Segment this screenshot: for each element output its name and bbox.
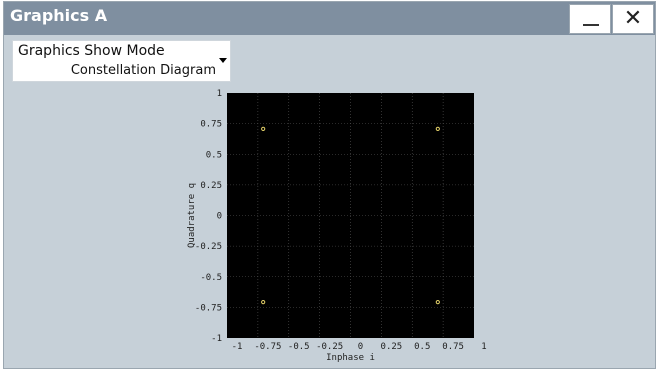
constellation-point bbox=[435, 126, 440, 131]
graphics-show-mode-label: Graphics Show Mode bbox=[18, 43, 165, 59]
graphics-show-mode-value: Constellation Diagram bbox=[70, 63, 216, 78]
y-tick-label: 1 bbox=[217, 89, 222, 99]
window-title: Graphics A bbox=[10, 6, 108, 25]
x-tick-label: 0 bbox=[358, 342, 363, 352]
x-tick-label: 0.5 bbox=[414, 342, 430, 352]
y-tick-label: 0 bbox=[217, 212, 222, 222]
y-tick-label: -0.75 bbox=[195, 303, 222, 313]
y-tick-label: 0.25 bbox=[200, 181, 222, 191]
x-tick-label: -0.5 bbox=[288, 342, 310, 352]
x-tick-label: -0.25 bbox=[316, 342, 343, 352]
y-tick-label: -1 bbox=[211, 334, 222, 344]
close-button[interactable]: ✕ bbox=[612, 4, 654, 34]
minimize-button[interactable] bbox=[569, 4, 611, 34]
x-tick-label: -1 bbox=[232, 342, 243, 352]
graphics-show-mode-dropdown[interactable]: Graphics Show Mode Constellation Diagram bbox=[12, 40, 231, 82]
constellation-point bbox=[261, 126, 266, 131]
chevron-down-icon bbox=[219, 58, 227, 63]
x-tick-label: 0.25 bbox=[381, 342, 403, 352]
y-axis-label: Quadrature q bbox=[187, 183, 197, 248]
y-tick-label: -0.25 bbox=[195, 242, 222, 252]
x-tick-label: 1 bbox=[481, 342, 486, 352]
y-tick-label: 0.75 bbox=[200, 120, 222, 130]
x-tick-label: 0.75 bbox=[442, 342, 464, 352]
minimize-icon bbox=[583, 24, 599, 26]
x-axis-label: Inphase i bbox=[326, 353, 375, 363]
y-tick-label: -0.5 bbox=[200, 273, 222, 283]
close-icon: ✕ bbox=[623, 6, 643, 31]
constellation-point bbox=[435, 300, 440, 305]
title-bar[interactable]: Graphics A bbox=[4, 2, 655, 35]
constellation-point bbox=[261, 300, 266, 305]
y-tick-label: 0.5 bbox=[206, 150, 222, 160]
x-tick-label: -0.75 bbox=[254, 342, 281, 352]
